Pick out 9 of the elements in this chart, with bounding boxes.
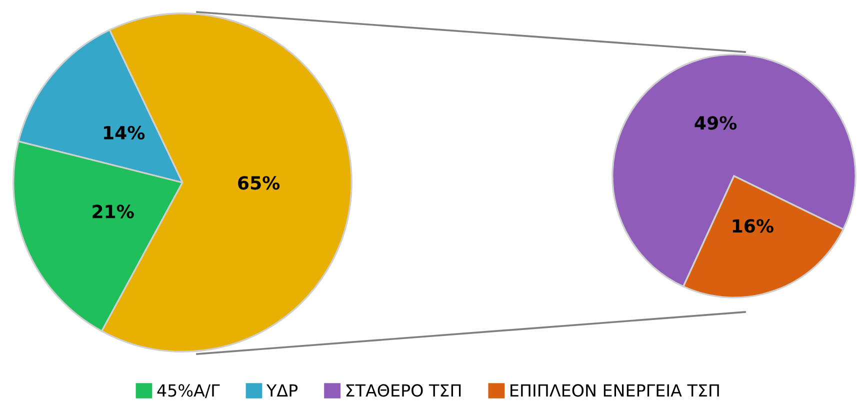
data-label: 16% bbox=[732, 219, 774, 233]
data-label: 21% bbox=[92, 204, 134, 218]
data-label: 49% bbox=[694, 116, 737, 130]
legend-label: ΕΠΙΠΛΕΟΝ ΕΝΕΡΓΕΙΑ ΤΣΠ bbox=[510, 384, 719, 397]
data-label: 14% bbox=[104, 126, 145, 140]
legend-label: ΣΤΑΘΕΡΟ ΤΣΠ bbox=[346, 384, 461, 397]
legend-label: ΥΔΡ bbox=[266, 384, 298, 397]
data-label: 65% bbox=[238, 176, 280, 190]
legend-label: 45%Α/Γ bbox=[157, 384, 220, 398]
